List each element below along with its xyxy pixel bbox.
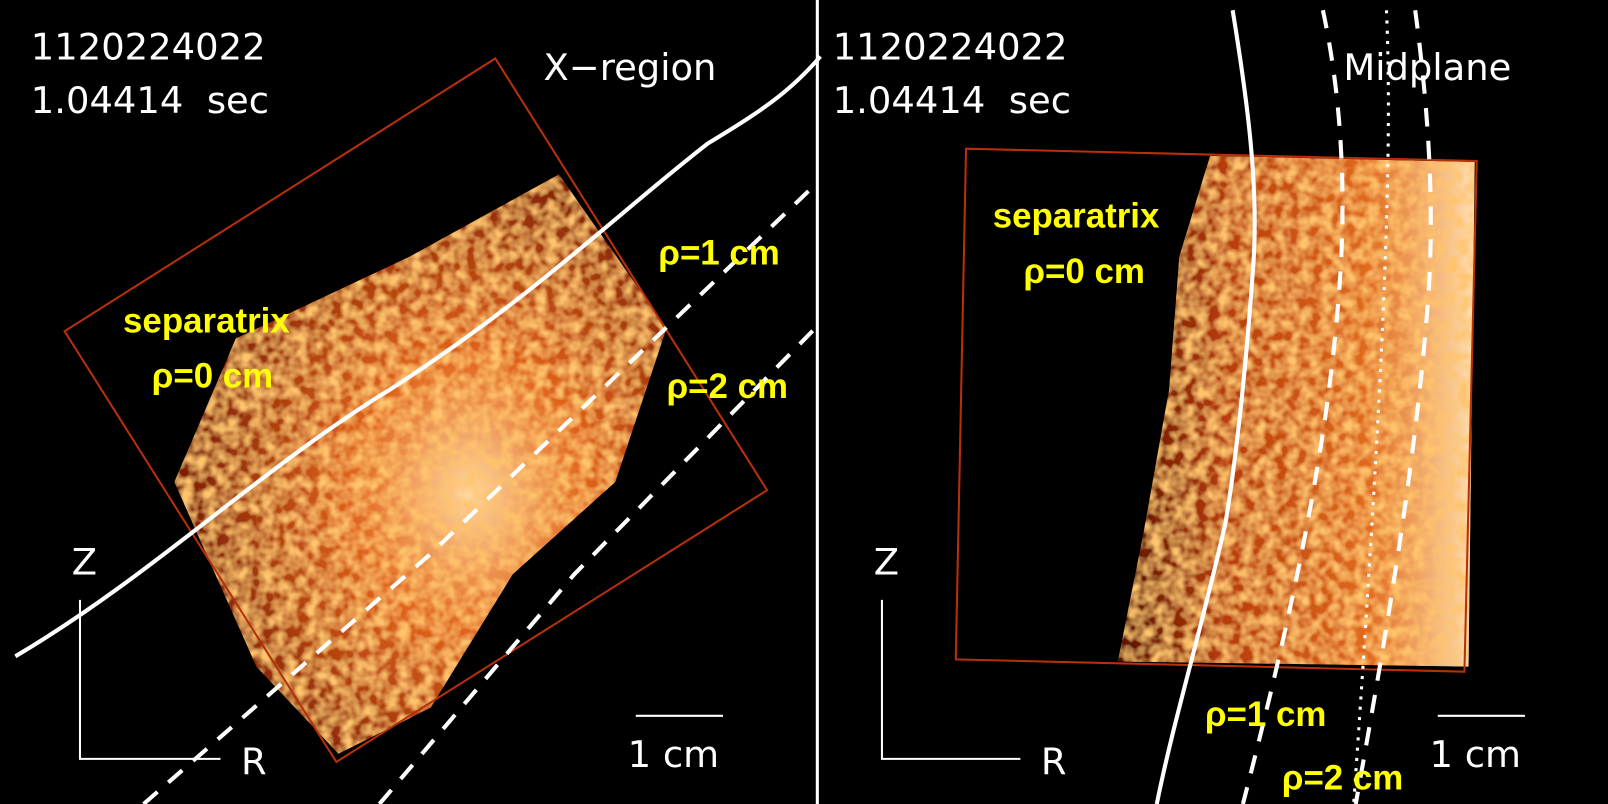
scale-label: 1 cm xyxy=(1430,733,1521,776)
flux-line xyxy=(1352,10,1390,804)
scale-label: 1 cm xyxy=(628,733,719,776)
left-panel: 1120224022 1.04414 sec X−region Z R 1 cm… xyxy=(14,25,822,804)
axis-r: R xyxy=(1041,740,1067,783)
rho2-line xyxy=(1353,9,1433,804)
emission-image xyxy=(174,174,667,754)
separatrix-label: separatrix xyxy=(993,197,1160,236)
separatrix-line xyxy=(14,55,822,659)
right-panel: 1120224022 1.04414 sec Midplane Z R 1 cm… xyxy=(833,9,1525,804)
axis-r: R xyxy=(241,740,267,783)
rho1-label: ρ=1 cm xyxy=(1205,695,1326,734)
rho1-line xyxy=(142,183,817,804)
emission-image xyxy=(1117,155,1475,667)
rho2-line xyxy=(377,326,817,804)
view-frame xyxy=(63,57,769,764)
time: 1.04414 sec xyxy=(833,79,1071,122)
rho0-label: ρ=0 cm xyxy=(152,357,273,396)
rho0-label: ρ=0 cm xyxy=(1023,252,1144,291)
rho1-line xyxy=(1240,9,1345,804)
axis-z: Z xyxy=(72,540,97,583)
separatrix-label: separatrix xyxy=(123,301,290,340)
view-frame xyxy=(954,147,1478,673)
panel-title: X−region xyxy=(544,46,717,89)
shot-number: 1120224022 xyxy=(833,25,1068,68)
rho2-label: ρ=2 cm xyxy=(1282,759,1403,798)
axis-z: Z xyxy=(874,540,899,583)
panel-title: Midplane xyxy=(1343,46,1511,89)
shot-number: 1120224022 xyxy=(31,25,266,68)
rho2-label: ρ=2 cm xyxy=(667,367,788,406)
separatrix-line xyxy=(1154,9,1257,804)
rho1-label: ρ=1 cm xyxy=(658,234,779,273)
axes-icon xyxy=(78,599,221,760)
axes-icon xyxy=(880,599,1021,760)
time: 1.04414 sec xyxy=(31,79,269,122)
